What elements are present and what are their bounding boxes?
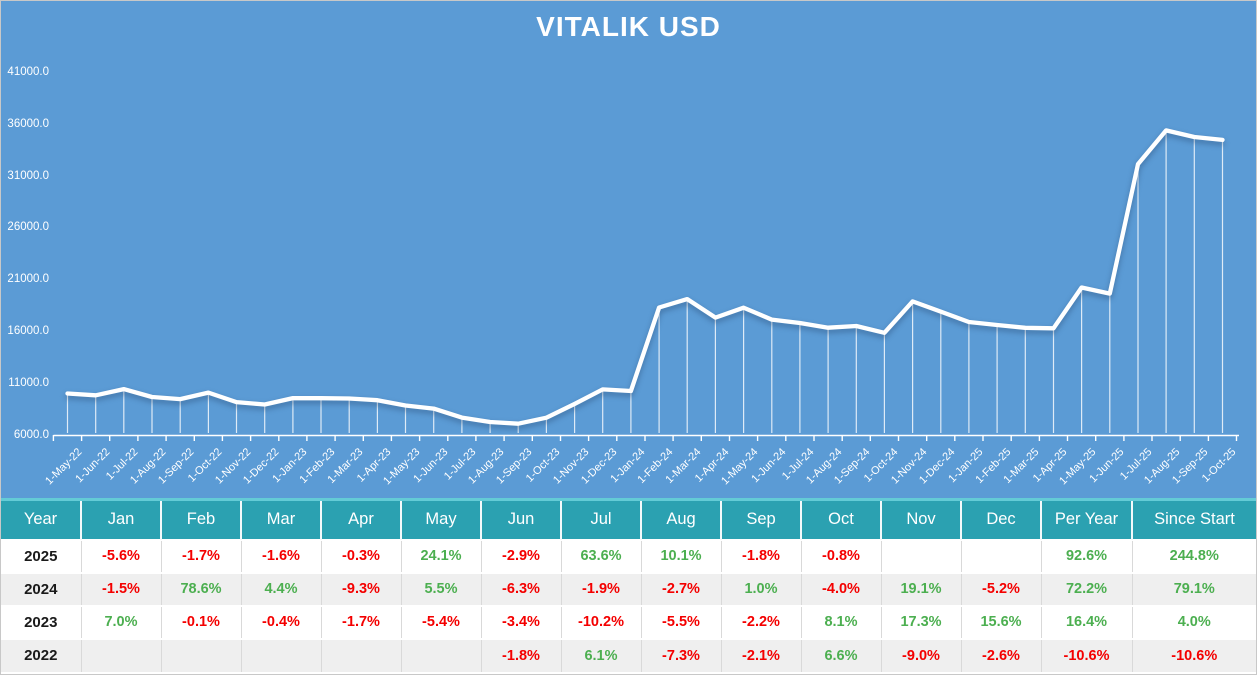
return-value-cell: -7.3% bbox=[640, 638, 721, 672]
return-value-cell bbox=[880, 539, 961, 573]
return-value-cell: -5.2% bbox=[960, 572, 1041, 606]
return-value-cell: -6.3% bbox=[480, 572, 561, 606]
return-value-cell: -2.9% bbox=[480, 539, 561, 573]
return-value-cell: -2.6% bbox=[960, 638, 1041, 672]
price-chart: VITALIK USD 41000.0 36000.0 31000.0 26000.0… bbox=[1, 1, 1256, 498]
return-value-cell: -4.0% bbox=[800, 572, 881, 606]
y-axis-tick-label: 41000.0 bbox=[7, 65, 49, 78]
return-value-cell bbox=[240, 638, 321, 672]
table-header-cell: Nov bbox=[880, 499, 961, 540]
return-value-cell: -2.7% bbox=[640, 572, 721, 606]
return-value-cell: -1.8% bbox=[480, 638, 561, 672]
table-header-cell: Year bbox=[1, 499, 81, 540]
table-header-cell: Jun bbox=[480, 499, 561, 540]
return-value-cell: 19.1% bbox=[880, 572, 961, 606]
table-row: 2023 7.0% -0.1% -0.4% -1.7% -5.4% -3.4% -10.2% -… bbox=[1, 605, 1256, 639]
return-value-cell: 72.2% bbox=[1040, 572, 1132, 606]
table-header-cell: Jul bbox=[560, 499, 641, 540]
table-header-cell: Sep bbox=[720, 499, 801, 540]
return-value-cell bbox=[160, 638, 241, 672]
return-value-cell: -1.7% bbox=[320, 605, 401, 639]
table-header-cell: Since Start bbox=[1131, 499, 1256, 540]
return-value-cell bbox=[80, 638, 161, 672]
table-row: 2024 -1.5% 78.6% 4.4% -9.3% 5.5% -6.3% -1.9% -2.… bbox=[1, 572, 1256, 606]
return-value-cell: 6.1% bbox=[560, 638, 641, 672]
table-row: 2022 -1.8% 6.1% -7.3% -2.1% 6.6% -9.0% -2.6% -10… bbox=[1, 638, 1256, 672]
table-header-cell: Apr bbox=[320, 499, 401, 540]
table-row: 2025 -5.6% -1.7% -1.6% -0.3% 24.1% -2.9% 63.6% 1… bbox=[1, 539, 1256, 573]
return-value-cell: -1.7% bbox=[160, 539, 241, 573]
return-value-cell: 16.4% bbox=[1040, 605, 1132, 639]
return-value-cell: 10.1% bbox=[640, 539, 721, 573]
return-value-cell: 7.0% bbox=[80, 605, 161, 639]
year-cell: 2024 bbox=[24, 580, 58, 598]
return-value-cell: 8.1% bbox=[800, 605, 881, 639]
y-axis-tick-label: 6000.0 bbox=[13, 429, 49, 441]
return-value-cell: -5.4% bbox=[400, 605, 481, 639]
return-value-cell: 4.4% bbox=[240, 572, 321, 606]
return-value-cell: -1.5% bbox=[80, 572, 161, 606]
line-chart-canvas bbox=[52, 128, 1239, 441]
table-header-cell: Aug bbox=[640, 499, 721, 540]
table-header-cell: Per Year bbox=[1040, 499, 1132, 540]
table-header-cell: May bbox=[400, 499, 481, 540]
year-cell: 2025 bbox=[24, 547, 58, 565]
return-value-cell: -1.9% bbox=[560, 572, 641, 606]
return-value-cell: -5.6% bbox=[80, 539, 161, 573]
y-axis-tick-label: 21000.0 bbox=[7, 273, 49, 286]
return-value-cell: 78.6% bbox=[160, 572, 241, 606]
return-value-cell bbox=[320, 638, 401, 672]
return-value-cell: 92.6% bbox=[1040, 539, 1132, 573]
return-value-cell: -10.6% bbox=[1131, 638, 1256, 672]
return-value-cell: -1.6% bbox=[240, 539, 321, 573]
return-value-cell: -0.3% bbox=[320, 539, 401, 573]
return-value-cell: -9.3% bbox=[320, 572, 401, 606]
return-value-cell: -1.8% bbox=[720, 539, 801, 573]
return-value-cell: 1.0% bbox=[720, 572, 801, 606]
table-header-cell: Jan bbox=[80, 499, 161, 540]
y-axis-tick-label: 11000.0 bbox=[8, 377, 49, 390]
y-axis-tick-label: 31000.0 bbox=[7, 169, 49, 182]
return-value-cell: -9.0% bbox=[880, 638, 961, 672]
return-value-cell: 24.1% bbox=[400, 539, 481, 573]
return-value-cell: -5.5% bbox=[640, 605, 721, 639]
return-value-cell bbox=[400, 638, 481, 672]
return-value-cell: 6.6% bbox=[800, 638, 881, 672]
return-value-cell: 79.1% bbox=[1131, 572, 1256, 606]
return-value-cell: -0.4% bbox=[240, 605, 321, 639]
return-value-cell: -0.1% bbox=[160, 605, 241, 639]
y-axis-tick-label: 16000.0 bbox=[7, 325, 49, 338]
table-header-cell: Dec bbox=[960, 499, 1041, 540]
return-value-cell: -2.1% bbox=[720, 638, 801, 672]
return-value-cell: -3.4% bbox=[480, 605, 561, 639]
return-value-cell: 4.0% bbox=[1131, 605, 1256, 639]
return-value-cell: 15.6% bbox=[960, 605, 1041, 639]
year-cell: 2023 bbox=[24, 613, 58, 631]
table-header-cell: Oct bbox=[800, 499, 881, 540]
return-value-cell: 63.6% bbox=[560, 539, 641, 573]
chart-title: VITALIK USD bbox=[536, 11, 721, 42]
year-cell: 2022 bbox=[24, 647, 58, 664]
return-value-cell: -0.8% bbox=[800, 539, 881, 573]
return-value-cell: 17.3% bbox=[880, 605, 961, 639]
return-value-cell: -10.6% bbox=[1040, 638, 1132, 672]
return-value-cell: -2.2% bbox=[720, 605, 801, 639]
return-value-cell bbox=[960, 539, 1041, 573]
return-value-cell: 5.5% bbox=[400, 572, 481, 606]
table-header-cell: Feb bbox=[160, 499, 241, 540]
y-axis-tick-label: 36000.0 bbox=[7, 117, 49, 130]
table-header-cell: Mar bbox=[240, 499, 321, 540]
return-value-cell: 244.8% bbox=[1131, 539, 1256, 573]
table-header-row: Year Jan Feb Mar Apr May Jun Jul Aug Sep Oct Nov Dec… bbox=[1, 499, 1256, 540]
monthly-returns-table: Year Jan Feb Mar Apr May Jun Jul Aug Sep Oct Nov Dec… bbox=[1, 498, 1256, 672]
y-axis-tick-label: 26000.0 bbox=[7, 221, 49, 234]
return-value-cell: -10.2% bbox=[560, 605, 641, 639]
